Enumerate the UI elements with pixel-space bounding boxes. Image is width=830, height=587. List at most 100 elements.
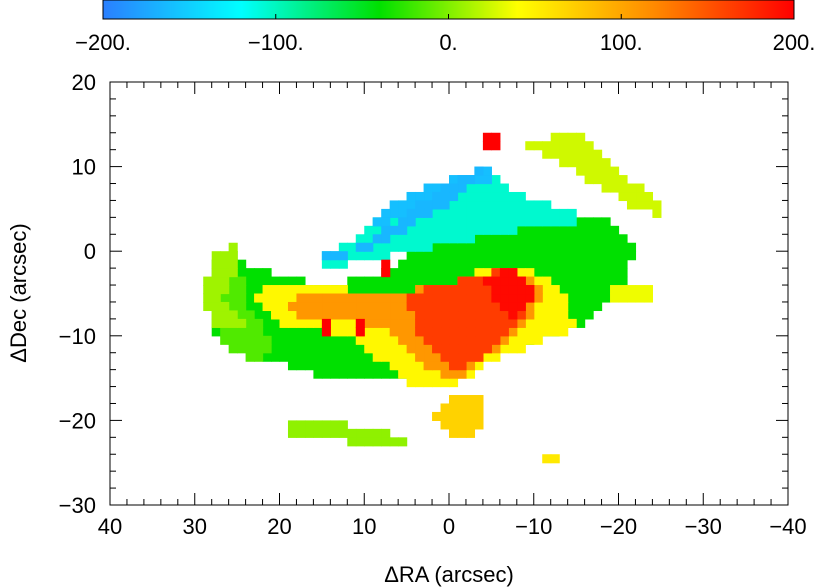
- velocity-pixel: [542, 234, 552, 244]
- velocity-pixel: [457, 310, 467, 320]
- velocity-pixel: [245, 335, 255, 345]
- velocity-pixel: [457, 293, 467, 303]
- velocity-pixel: [355, 369, 365, 379]
- velocity-pixel: [304, 352, 314, 362]
- velocity-pixel: [457, 200, 467, 210]
- velocity-pixel: [584, 276, 594, 286]
- velocity-pixel: [576, 132, 586, 142]
- velocity-pixel: [576, 141, 586, 151]
- velocity-pixel: [584, 242, 594, 252]
- velocity-pixel: [567, 242, 577, 252]
- velocity-pixel: [610, 276, 620, 286]
- velocity-pixel: [313, 310, 323, 320]
- velocity-pixel: [491, 293, 501, 303]
- velocity-pixel: [287, 335, 298, 345]
- velocity-pixel: [610, 183, 620, 193]
- velocity-pixel: [304, 327, 314, 337]
- velocity-pixel: [372, 301, 382, 312]
- velocity-pixel: [338, 251, 348, 261]
- velocity-pixel: [296, 327, 306, 337]
- velocity-pixel: [406, 217, 416, 227]
- velocity-pixel: [559, 259, 569, 269]
- x-axis-label: ΔRA (arcsec): [384, 562, 514, 587]
- velocity-pixel: [347, 344, 357, 354]
- velocity-pixel: [330, 352, 340, 362]
- velocity-pixel: [220, 259, 230, 269]
- velocity-pixel: [220, 276, 230, 286]
- velocity-pixel: [508, 318, 518, 328]
- velocity-pixel: [559, 225, 569, 235]
- velocity-pixel: [643, 285, 653, 295]
- velocity-pixel: [482, 293, 492, 303]
- velocity-pixel: [398, 327, 408, 337]
- velocity-pixel: [584, 301, 594, 312]
- velocity-pixel: [474, 395, 484, 405]
- velocity-pixel: [567, 217, 577, 227]
- velocity-pixel: [389, 310, 399, 320]
- velocity-pixel: [432, 301, 442, 312]
- velocity-pixel: [304, 428, 314, 438]
- velocity-pixel: [372, 428, 382, 438]
- velocity-pixel: [254, 344, 264, 354]
- velocity-pixel: [237, 318, 247, 328]
- velocity-pixel: [508, 200, 518, 210]
- velocity-pixel: [279, 327, 289, 337]
- velocity-pixel: [508, 234, 518, 244]
- velocity-pixel: [220, 268, 230, 278]
- velocity-pixel: [567, 285, 577, 295]
- velocity-pixel: [542, 225, 552, 235]
- velocity-pixel: [415, 259, 425, 269]
- velocity-pixel: [593, 158, 603, 168]
- velocity-pixel: [643, 191, 653, 202]
- velocity-pixel: [287, 276, 298, 286]
- velocity-pixel: [313, 352, 323, 362]
- velocity-pixel: [576, 217, 586, 227]
- velocity-pixel: [398, 208, 408, 218]
- velocity-pixel: [516, 335, 526, 345]
- velocity-pixel: [432, 191, 442, 202]
- velocity-pixel: [525, 310, 535, 320]
- velocity-pixel: [643, 200, 653, 210]
- velocity-pixel: [211, 285, 221, 295]
- y-tick-label: 10: [72, 155, 96, 180]
- velocity-pixel: [271, 276, 281, 286]
- velocity-pixel: [618, 234, 628, 244]
- velocity-pixel: [423, 293, 433, 303]
- x-tick-label: −40: [769, 514, 806, 539]
- velocity-pixel: [415, 361, 425, 371]
- velocity-pixel: [474, 361, 484, 371]
- velocity-pixel: [220, 335, 230, 345]
- velocity-pixel: [364, 301, 374, 312]
- velocity-pixel: [576, 285, 586, 295]
- velocity-pixel: [474, 344, 484, 354]
- velocity-pixel: [211, 301, 221, 312]
- velocity-pixel: [330, 361, 340, 371]
- velocity-pixel: [491, 251, 501, 261]
- velocity-pixel: [406, 200, 416, 210]
- velocity-pixel: [372, 225, 382, 235]
- velocity-pixel: [593, 225, 603, 235]
- velocity-pixel: [355, 327, 365, 337]
- velocity-pixel: [525, 285, 535, 295]
- velocity-pixel: [432, 217, 442, 227]
- velocity-pixel: [618, 259, 628, 269]
- velocity-pixel: [211, 310, 221, 320]
- velocity-pixel: [415, 378, 425, 388]
- velocity-pixel: [457, 225, 467, 235]
- velocity-pixel: [474, 217, 484, 227]
- velocity-pixel: [330, 251, 340, 261]
- velocity-pixel: [550, 276, 560, 286]
- velocity-pixel: [406, 251, 416, 261]
- velocity-pixel: [321, 318, 331, 328]
- velocity-pixel: [508, 276, 518, 286]
- velocity-pixel: [474, 225, 484, 235]
- velocity-pixel: [389, 301, 399, 312]
- velocity-pixel: [279, 301, 289, 312]
- velocity-pixel: [542, 149, 552, 159]
- velocity-pixel: [423, 318, 433, 328]
- velocity-pixel: [567, 276, 577, 286]
- velocity-pixel: [423, 242, 433, 252]
- velocity-pixel: [482, 132, 492, 142]
- velocity-pixel: [372, 369, 382, 379]
- velocity-pixel: [237, 268, 247, 278]
